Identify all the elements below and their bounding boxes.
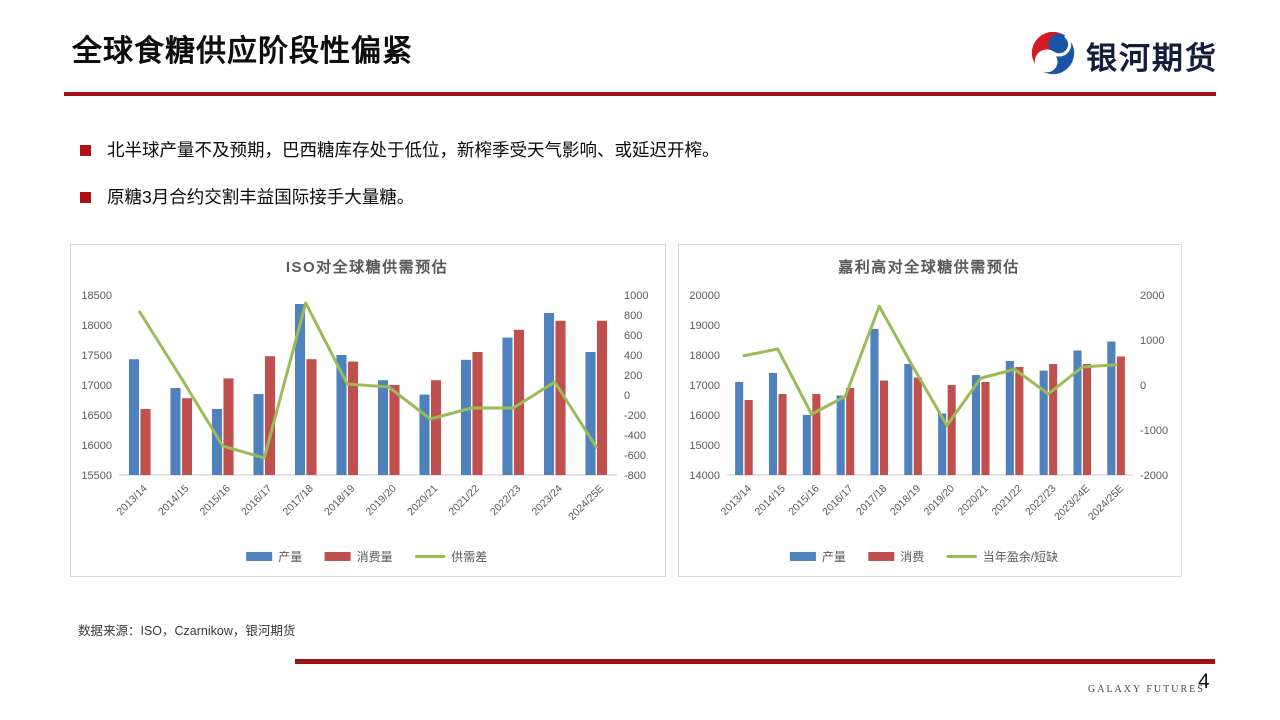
svg-text:2000: 2000	[1140, 290, 1164, 302]
svg-text:-600: -600	[624, 450, 646, 462]
svg-text:16500: 16500	[81, 410, 112, 422]
header-divider	[64, 92, 1216, 96]
czarnikow-supply-demand-chart: 嘉利高对全球糖供需预估 14000 15000 16000 17000 18000 1900…	[689, 258, 1168, 564]
bar-series-1	[140, 320, 608, 475]
page-title: 全球食糖供应阶段性偏紧	[72, 35, 413, 68]
svg-text:800: 800	[624, 310, 642, 322]
iso-supply-demand-chart: ISO对全球糖供需预估 15500 16000 16500 17000 17500 1800…	[81, 258, 648, 564]
svg-text:供需差: 供需差	[451, 550, 487, 564]
svg-text:产量: 产量	[278, 550, 302, 564]
svg-text:18500: 18500	[81, 290, 112, 302]
bullet-text: 北半球产量不及预期，巴西糖库存处于低位，新榨季受天气影响、或延迟开榨。	[107, 140, 720, 160]
svg-text:1000: 1000	[624, 290, 648, 302]
svg-text:-200: -200	[624, 410, 646, 422]
svg-text:2023/24E: 2023/24E	[1052, 483, 1092, 523]
company-logo: 银河期货	[1030, 30, 1218, 81]
svg-text:消费: 消费	[900, 550, 924, 564]
czarnikow-chart-panel: 嘉利高对全球糖供需预估 14000 15000 16000 17000 18000 1900…	[678, 244, 1182, 577]
data-source-note: 数据来源：ISO，Czarnikow，银河期货	[78, 624, 296, 638]
bullet-list: 北半球产量不及预期，巴西糖库存处于低位，新榨季受天气影响、或延迟开榨。 原糖3月…	[80, 140, 720, 234]
svg-text:600: 600	[624, 330, 642, 342]
svg-text:2018/19: 2018/19	[888, 483, 923, 518]
svg-text:2017/18: 2017/18	[854, 483, 889, 518]
svg-text:消费量: 消费量	[357, 550, 393, 564]
svg-text:2024/25E: 2024/25E	[566, 483, 606, 523]
svg-text:15000: 15000	[689, 440, 720, 452]
svg-text:-2000: -2000	[1140, 470, 1168, 482]
left-axis-labels: 15500 16000 16500 17000 17500 18000 18500	[81, 290, 112, 482]
svg-text:2021/22: 2021/22	[447, 483, 482, 518]
svg-text:200: 200	[624, 370, 642, 382]
svg-text:1000: 1000	[1140, 335, 1164, 347]
svg-text:400: 400	[624, 350, 642, 362]
svg-text:2022/23: 2022/23	[488, 483, 523, 518]
line-series-0	[742, 304, 1118, 427]
bar-series-0	[128, 304, 596, 475]
svg-text:2019/20: 2019/20	[364, 483, 399, 518]
svg-text:2018/19: 2018/19	[322, 483, 357, 518]
svg-text:产量: 产量	[822, 550, 846, 564]
legend: 产量 消费量 供需差	[246, 550, 487, 564]
svg-text:2024/25E: 2024/25E	[1086, 483, 1126, 523]
svg-text:-1000: -1000	[1140, 425, 1168, 437]
svg-text:15500: 15500	[81, 470, 112, 482]
line-series-0	[138, 301, 598, 460]
category-axis-labels: 2013/142014/152015/162016/172017/182018/…	[719, 483, 1126, 523]
svg-text:16000: 16000	[689, 410, 720, 422]
svg-text:16000: 16000	[81, 440, 112, 452]
svg-text:2013/14: 2013/14	[115, 483, 150, 518]
svg-text:19000: 19000	[689, 320, 720, 332]
right-axis-labels: -2000 -1000 0 1000 2000	[1140, 290, 1168, 482]
bar-series-0	[735, 328, 1116, 475]
svg-text:2014/15: 2014/15	[753, 483, 788, 518]
svg-text:2016/17: 2016/17	[239, 483, 274, 518]
svg-text:2017/18: 2017/18	[281, 483, 316, 518]
svg-text:嘉利高对全球糖供需预估: 嘉利高对全球糖供需预估	[837, 258, 1020, 276]
logo-wordmark: 银河期货	[1086, 41, 1218, 76]
svg-text:2013/14: 2013/14	[719, 483, 754, 518]
svg-text:14000: 14000	[689, 470, 720, 482]
svg-text:17000: 17000	[689, 380, 720, 392]
svg-text:2015/16: 2015/16	[786, 483, 821, 518]
svg-text:ISO对全球糖供需预估: ISO对全球糖供需预估	[286, 258, 448, 276]
svg-text:2023/24: 2023/24	[530, 483, 565, 518]
svg-text:20000: 20000	[689, 290, 720, 302]
svg-text:0: 0	[624, 390, 630, 402]
footer-brand: GALAXY FUTURES	[1088, 684, 1205, 695]
svg-text:17000: 17000	[81, 380, 112, 392]
page-number: 4	[1198, 670, 1210, 693]
footer-divider	[295, 659, 1215, 664]
galaxy-swirl-icon	[1030, 30, 1076, 81]
legend: 产量 消费 当年盈余/短缺	[789, 549, 1058, 564]
svg-text:2020/21: 2020/21	[956, 483, 991, 518]
bullet-item: 北半球产量不及预期，巴西糖库存处于低位，新榨季受天气影响、或延迟开榨。	[80, 140, 720, 162]
bar-series-1	[744, 356, 1125, 475]
left-axis-labels: 14000 15000 16000 17000 18000 19000 20000	[689, 290, 720, 482]
right-axis-labels: -800 -600 -400 -200 0 200 400 600 800 1000	[624, 290, 648, 482]
iso-chart-panel: ISO对全球糖供需预估 15500 16000 16500 17000 17500 1800…	[70, 244, 666, 577]
svg-text:2020/21: 2020/21	[405, 483, 440, 518]
svg-text:2019/20: 2019/20	[922, 483, 957, 518]
svg-text:2015/16: 2015/16	[198, 483, 233, 518]
bullet-item: 原糖3月合约交割丰益国际接手大量糖。	[80, 187, 720, 209]
svg-text:当年盈余/短缺: 当年盈余/短缺	[983, 549, 1058, 564]
bullet-text: 原糖3月合约交割丰益国际接手大量糖。	[107, 186, 415, 207]
svg-text:2014/15: 2014/15	[156, 483, 191, 518]
svg-text:17500: 17500	[81, 350, 112, 362]
svg-text:18000: 18000	[689, 350, 720, 362]
bullet-square-icon	[80, 145, 91, 156]
svg-text:2016/17: 2016/17	[820, 483, 855, 518]
svg-text:0: 0	[1140, 380, 1146, 392]
svg-text:18000: 18000	[81, 320, 112, 332]
svg-text:-800: -800	[624, 470, 646, 482]
bullet-square-icon	[80, 191, 91, 203]
svg-text:-400: -400	[624, 430, 646, 442]
svg-text:2021/22: 2021/22	[989, 483, 1024, 518]
